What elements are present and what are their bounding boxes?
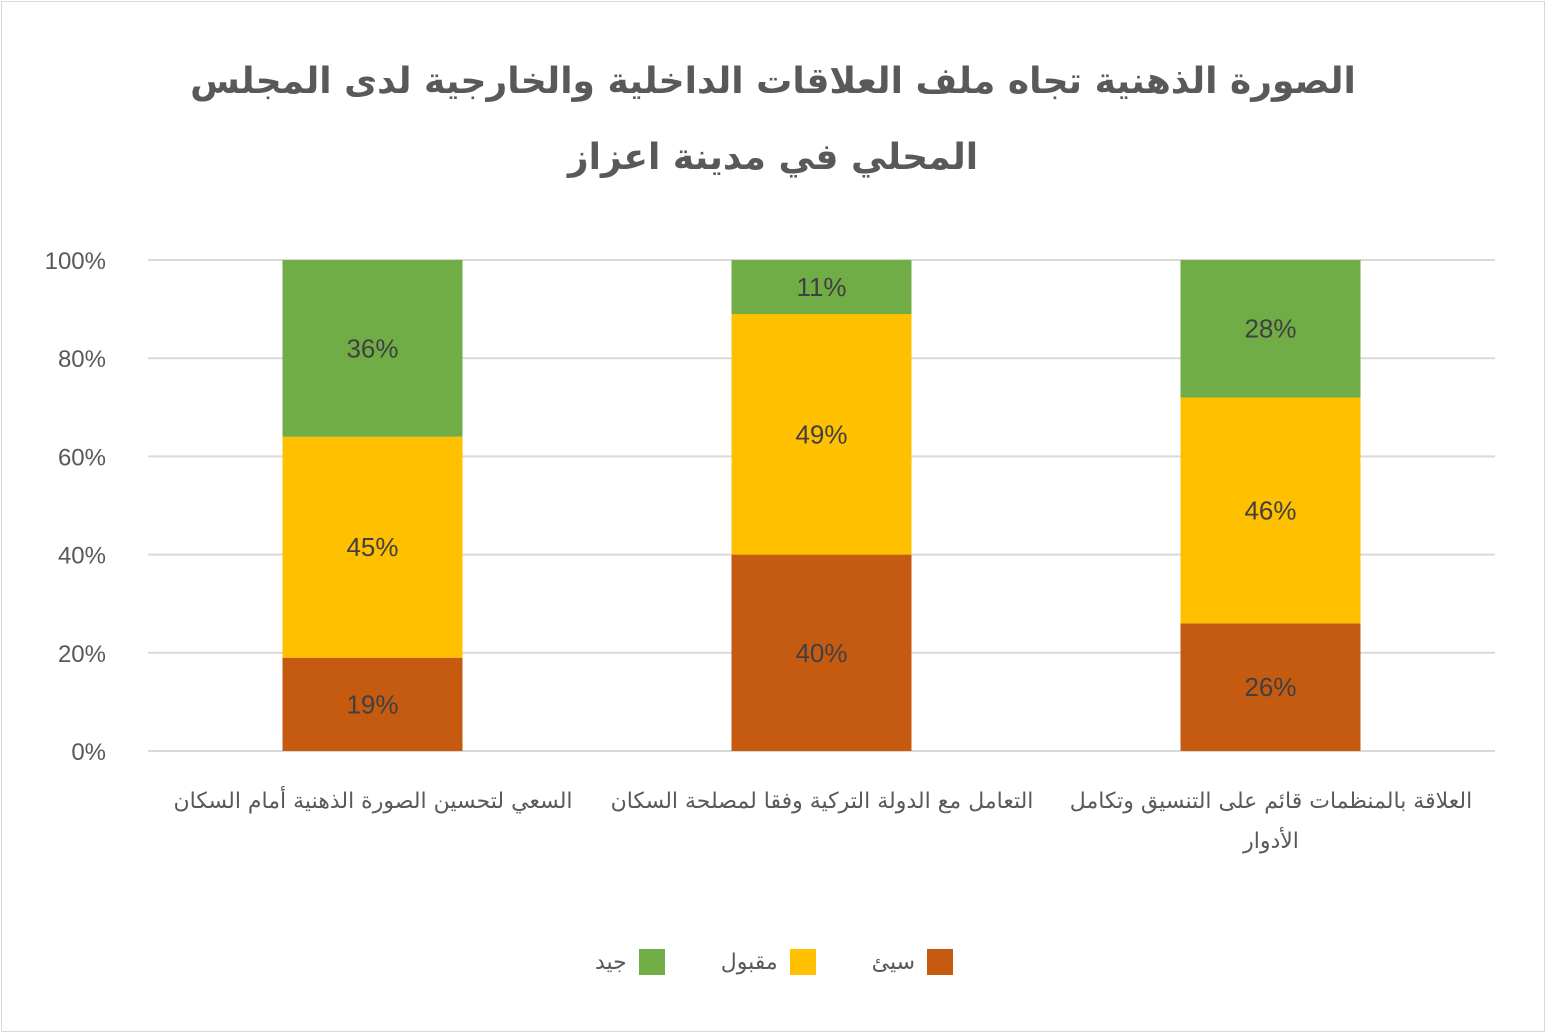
bar-segment [282, 260, 463, 437]
data-label: 46% [1244, 495, 1296, 525]
bar-segment [282, 657, 463, 751]
legend-swatch-good [638, 949, 665, 975]
data-label: 40% [795, 638, 847, 668]
legend-item-acceptable: مقبول [721, 949, 816, 975]
y-tick-label: 20% [58, 641, 106, 668]
category-label-1: السعي لتحسين الصورة الذهنية أمام السكان [173, 789, 573, 814]
bar-segment [1180, 260, 1361, 398]
data-label: 11% [796, 272, 846, 302]
bar-segment [282, 436, 463, 658]
y-tick-label: 80% [58, 346, 106, 373]
bar-segment [731, 314, 912, 555]
bar-segment [731, 260, 912, 315]
legend-swatch-acceptable [789, 949, 816, 975]
legend-item-good: جيد [595, 949, 665, 975]
data-label: 36% [346, 333, 398, 363]
legend-label-bad: سيئ [871, 949, 916, 975]
data-label: 49% [795, 419, 847, 449]
legend-label-acceptable: مقبول [720, 949, 778, 975]
category-label-3: العلاقة بالمنظمات قائم على التنسيق وتكام… [1069, 789, 1473, 854]
y-tick-label: 0% [71, 739, 106, 766]
y-tick-label: 60% [58, 444, 106, 471]
data-label: 19% [346, 689, 398, 719]
data-label: 45% [346, 532, 398, 562]
bar-segment [1180, 397, 1361, 624]
chart-title: الصورة الذهنية تجاه ملف العلاقات الداخلي… [190, 61, 1356, 178]
y-tick-label: 40% [58, 543, 106, 570]
legend-label-good: جيد [594, 949, 627, 975]
y-tick-label: 100% [45, 248, 106, 275]
category-label-2: التعامل مع الدولة التركية وفقا لمصلحة ال… [610, 789, 1034, 814]
legend: سيئ مقبول جيد [0, 942, 1548, 982]
data-label: 26% [1244, 672, 1296, 702]
legend-item-bad: سيئ [871, 949, 954, 975]
bar-segment [1180, 623, 1361, 751]
legend-swatch-bad [927, 949, 954, 975]
bar-segment [731, 554, 912, 751]
data-label: 28% [1244, 314, 1296, 344]
